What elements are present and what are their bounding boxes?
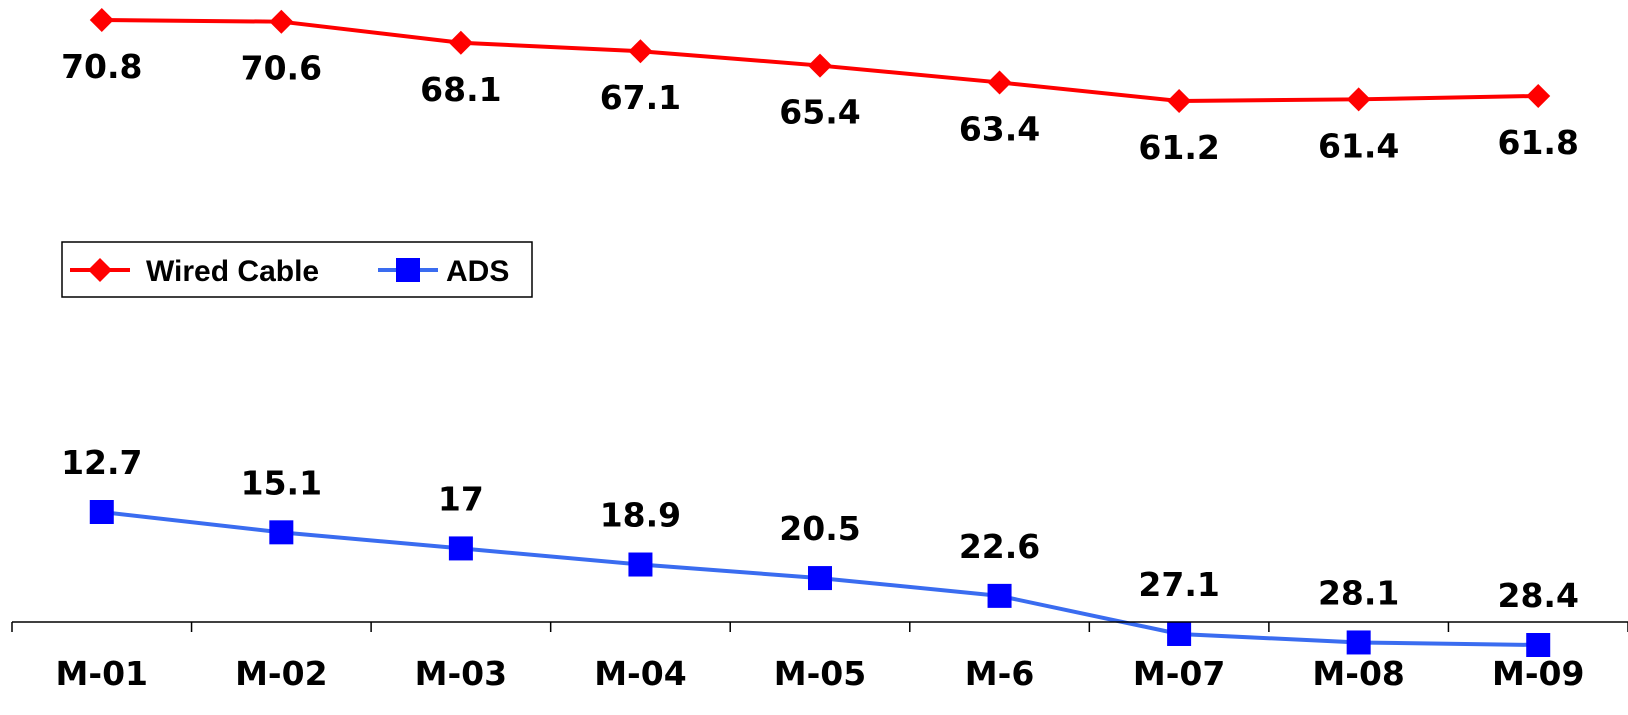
data-point [808, 53, 832, 78]
data-label: 61.4 [1318, 126, 1399, 165]
data-point [89, 8, 114, 32]
data-label: 70.6 [241, 49, 322, 88]
x-tick-label: M-08 [1312, 654, 1404, 693]
data-label: 15.1 [241, 463, 322, 502]
x-tick-label: M-05 [774, 654, 866, 693]
data-point [448, 536, 473, 561]
legend: Wired Cable ADS [61, 241, 533, 298]
data-point [1167, 621, 1192, 646]
data-label: 28.4 [1498, 576, 1579, 615]
data-point [628, 39, 653, 64]
data-point [448, 30, 473, 55]
x-tick-label: M-6 [965, 654, 1035, 693]
data-label: 17 [438, 479, 484, 518]
data-label: 18.9 [600, 496, 681, 535]
data-point [628, 552, 653, 577]
data-point [987, 70, 1012, 95]
data-label: 63.4 [959, 109, 1040, 148]
x-tick-label: M-09 [1492, 654, 1584, 693]
data-label: 68.1 [420, 70, 501, 109]
data-point [269, 9, 294, 34]
x-tick-label: M-02 [235, 654, 327, 693]
data-point [89, 500, 114, 524]
data-point [269, 520, 294, 545]
data-label: 65.4 [779, 93, 860, 132]
x-axis: M-01 M-02 M-03 M-04 M-05 M-6 M-07 M-08 M-09 [11, 621, 1628, 693]
data-point [987, 583, 1012, 608]
data-point [1526, 633, 1551, 657]
data-point [808, 566, 832, 591]
data-label: 70.8 [61, 47, 142, 86]
data-point [1346, 630, 1371, 655]
x-tick-label: M-07 [1133, 654, 1225, 693]
data-label: 22.6 [959, 527, 1040, 566]
data-label: 61.2 [1138, 128, 1219, 167]
x-tick-label: M-04 [594, 654, 686, 693]
legend-label-wired-cable: Wired Cable [146, 255, 319, 288]
series-ads: 12.7 15.1 17 18.9 20.5 22.6 27.1 28.1 28.4 [61, 443, 1579, 657]
legend-label-ads: ADS [446, 255, 509, 288]
data-label: 67.1 [600, 78, 681, 117]
data-point [1346, 87, 1371, 112]
data-label: 12.7 [61, 443, 142, 482]
data-label: 27.1 [1138, 565, 1219, 604]
data-label: 28.1 [1318, 573, 1399, 612]
legend-box [61, 241, 533, 298]
legend-marker-ads [396, 258, 420, 282]
data-label: 61.8 [1498, 123, 1579, 162]
legend-marker-wired-cable [88, 258, 112, 282]
x-tick-label: M-03 [415, 654, 507, 693]
data-point [1526, 83, 1551, 108]
data-point [1167, 89, 1192, 113]
series-wired-cable: 70.8 70.6 68.1 67.1 65.4 63.4 61.2 61.4 61.8 [61, 8, 1579, 167]
data-label: 20.5 [779, 509, 860, 548]
x-tick-label: M-01 [56, 654, 148, 693]
plot-area: 70.8 70.6 68.1 67.1 65.4 63.4 61.2 61.4 61.8 12.7… [61, 8, 1579, 657]
